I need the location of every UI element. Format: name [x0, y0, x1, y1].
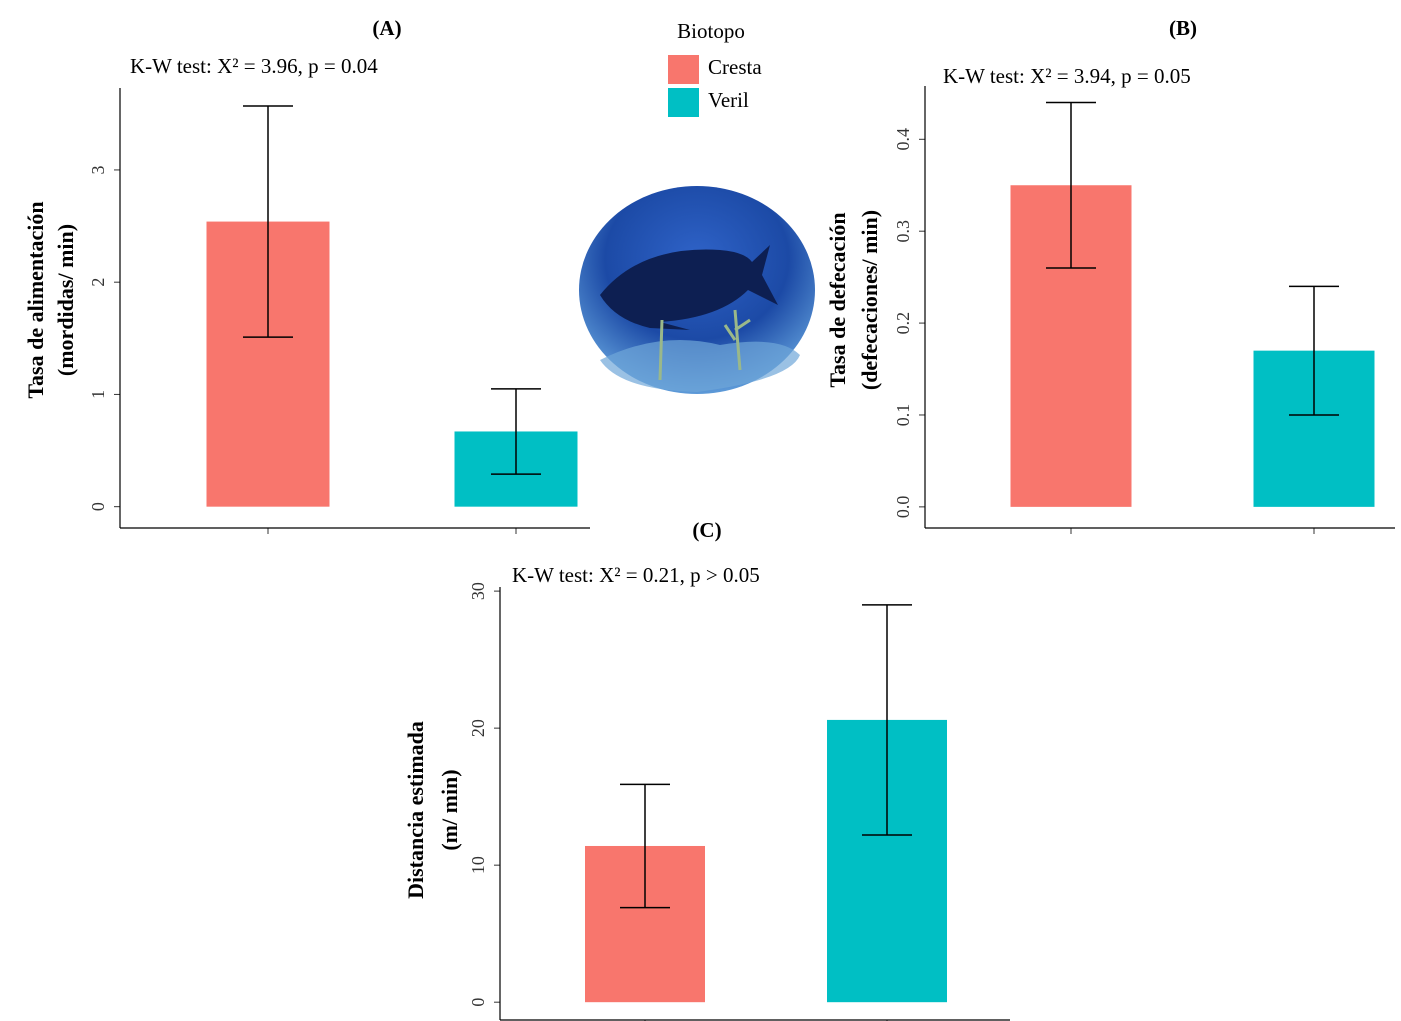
- legend-swatch: [668, 55, 699, 84]
- chart-subtitle: K-W test: X² = 3.96, p = 0.04: [130, 54, 378, 78]
- y-axis-label: (mordidas/ min): [53, 224, 78, 376]
- legend-label: Cresta: [708, 55, 762, 79]
- legend-swatch: [668, 88, 699, 117]
- y-tick-label: 0.2: [893, 312, 913, 335]
- y-tick-label: 3: [88, 165, 108, 174]
- y-tick-label: 0.1: [893, 404, 913, 427]
- y-tick-label: 0.4: [893, 128, 913, 151]
- legend-title: Biotopo: [677, 19, 745, 43]
- figure: Biotopo Cresta Veril (A) K-W test: X² = 3.…: [0, 0, 1401, 1021]
- chart-title: (B): [1169, 16, 1197, 40]
- y-tick-label: 10: [468, 856, 488, 874]
- y-tick-label: 0.3: [893, 220, 913, 243]
- y-tick-label: 30: [468, 582, 488, 600]
- page: {"legend": {"title": "Biotopo", "entries…: [0, 0, 1401, 1021]
- legend-label: Veril: [708, 88, 749, 112]
- y-tick-label: 0: [468, 998, 488, 1007]
- y-axis-label: (defecaciones/ min): [857, 210, 882, 390]
- y-tick-label: 2: [88, 278, 108, 287]
- y-tick-label: 0.0: [893, 496, 913, 519]
- y-axis-label: (m/ min): [437, 769, 462, 850]
- y-axis-label: Distancia estimada: [403, 721, 428, 899]
- legend: Biotopo Cresta Veril: [668, 19, 762, 117]
- chart-title: (C): [692, 518, 721, 542]
- y-tick-label: 20: [468, 719, 488, 737]
- fish-photo: [579, 186, 815, 394]
- y-axis-label: Tasa de defecación: [825, 212, 850, 387]
- chart-subtitle: K-W test: X² = 0.21, p > 0.05: [512, 563, 760, 587]
- y-tick-label: 0: [88, 502, 108, 511]
- chart-title: (A): [372, 16, 401, 40]
- chart-subtitle: K-W test: X² = 3.94, p = 0.05: [943, 64, 1191, 88]
- y-tick-label: 1: [88, 390, 108, 399]
- y-axis-label: Tasa de alimentación: [23, 201, 48, 398]
